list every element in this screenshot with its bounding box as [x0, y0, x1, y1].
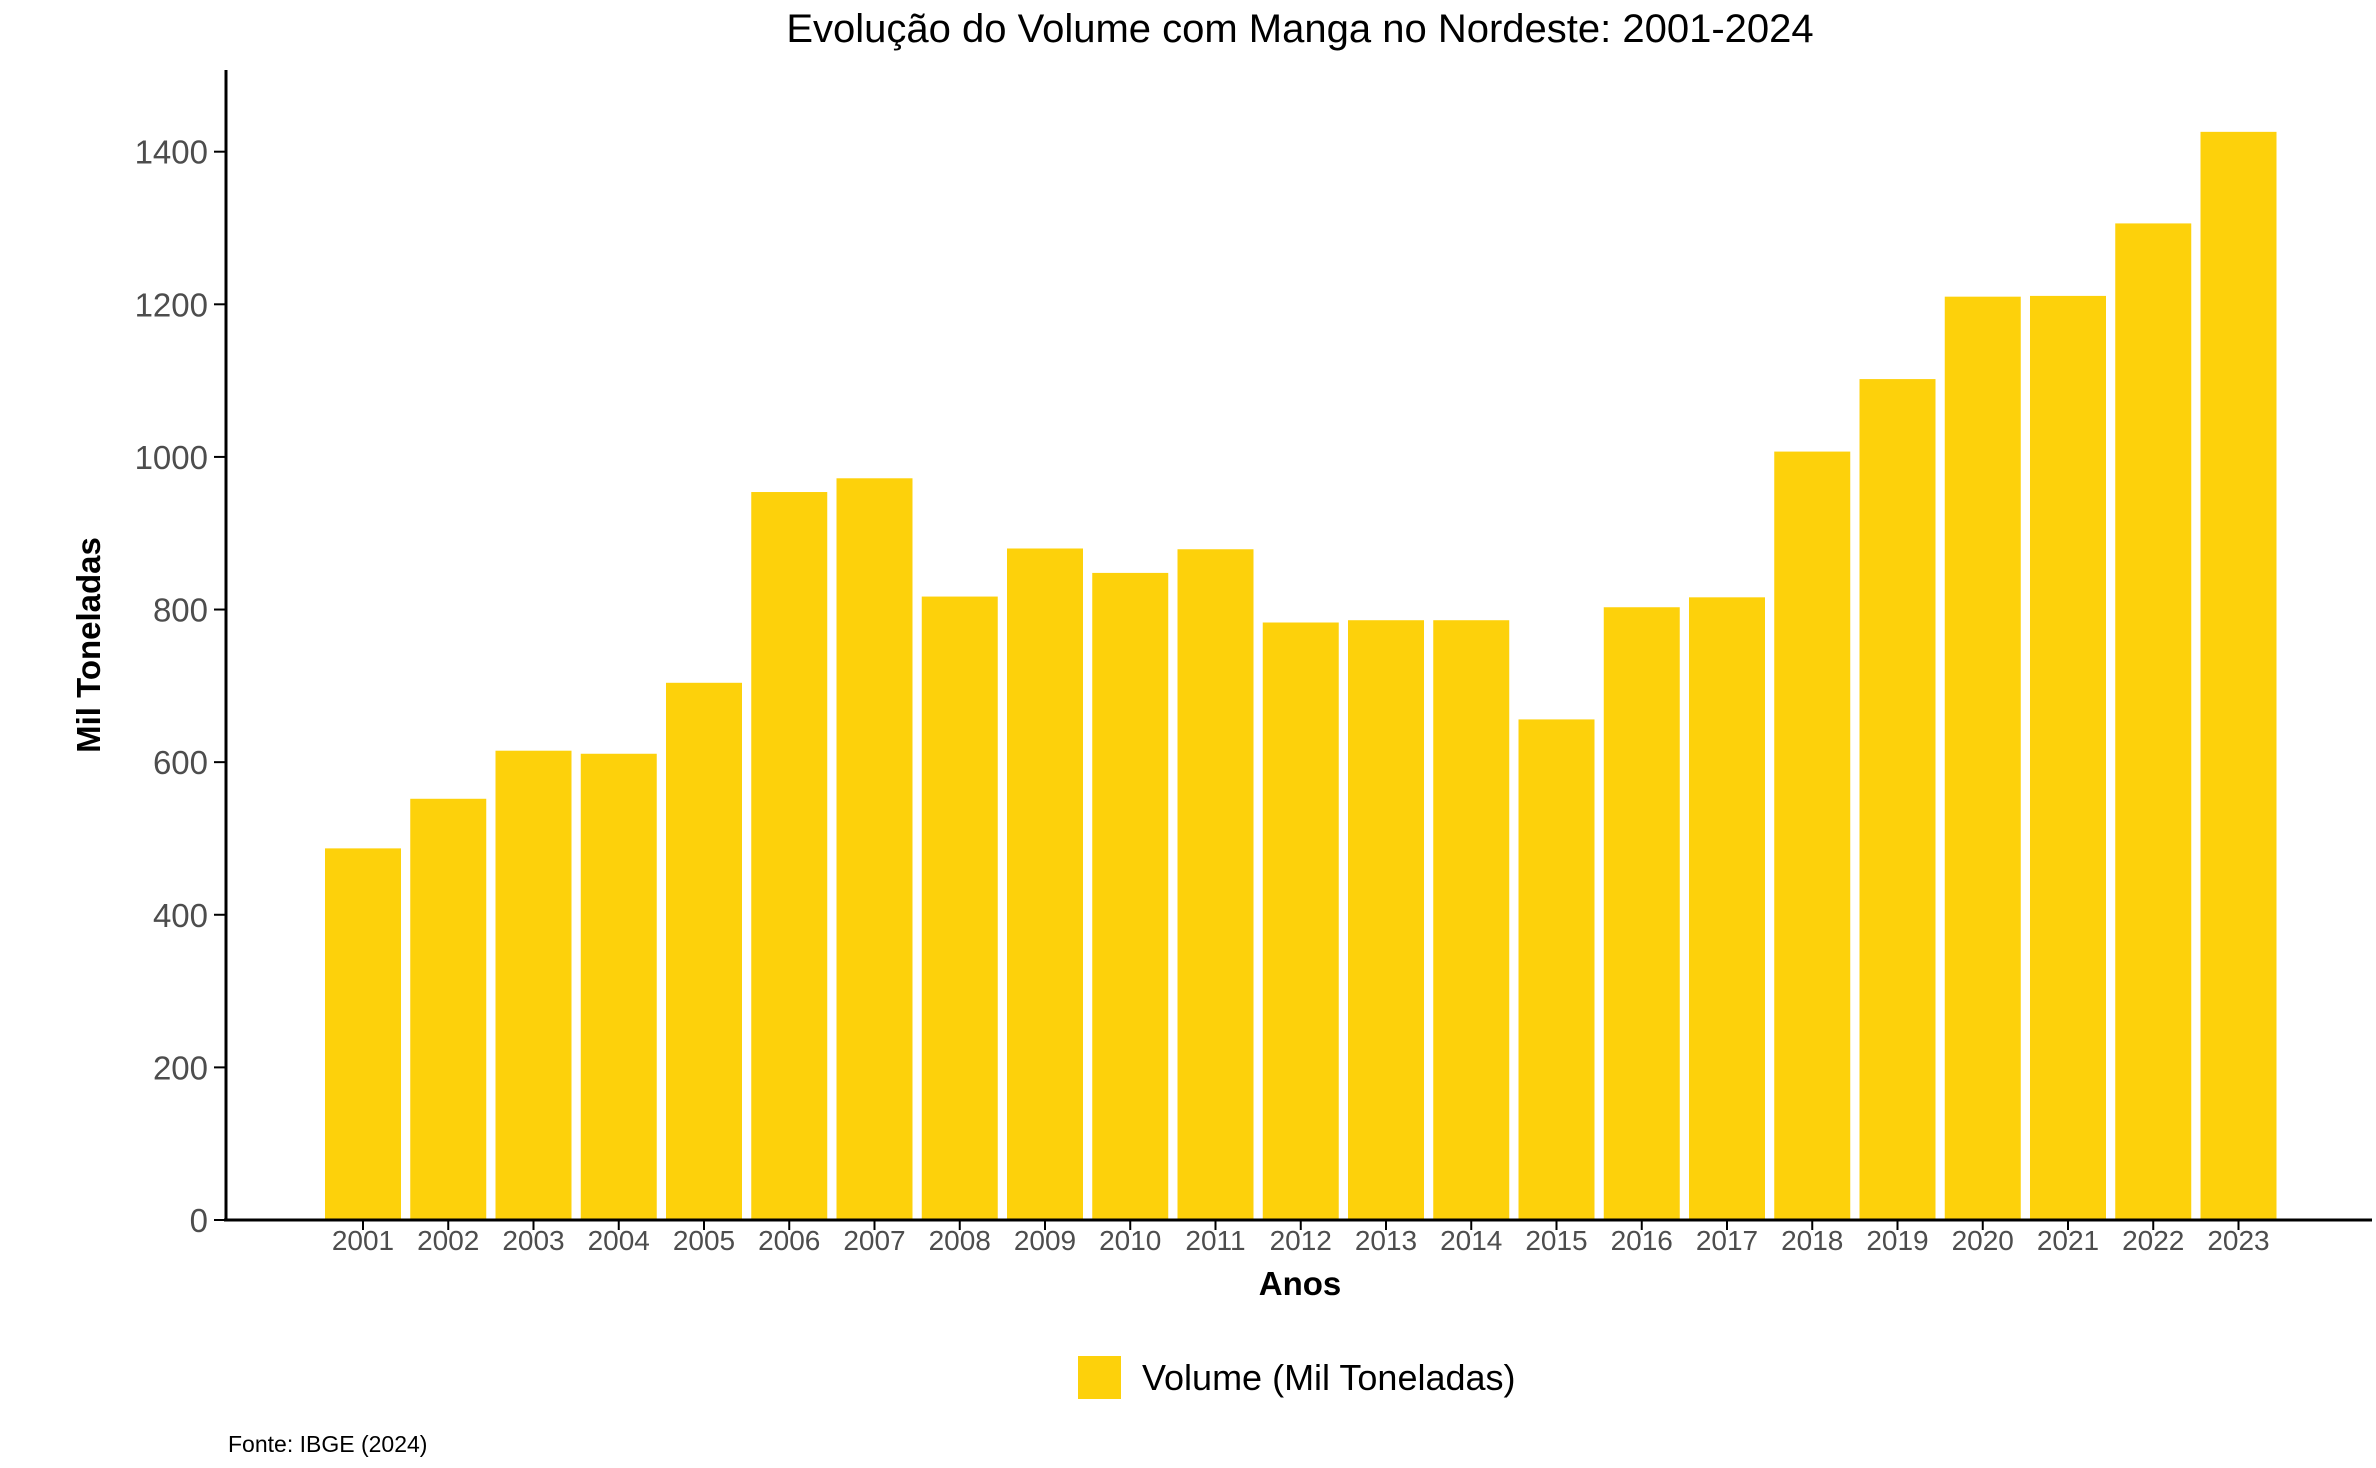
bar-2016 [1603, 607, 1680, 1220]
bar-2017 [1689, 597, 1765, 1220]
x-tick-label: 2016 [1611, 1225, 1673, 1256]
x-tick-label: 2004 [588, 1225, 650, 1256]
x-tick-label: 2007 [843, 1225, 905, 1256]
x-tick-label: 2005 [673, 1225, 735, 1256]
bar-2020 [1944, 296, 2021, 1220]
x-tick-label: 2002 [417, 1225, 479, 1256]
bar-2015 [1518, 719, 1595, 1220]
y-tick-label: 1400 [135, 134, 208, 171]
x-tick-label: 2009 [1014, 1225, 1076, 1256]
legend-label: Volume (Mil Toneladas) [1142, 1357, 1516, 1398]
y-tick-label: 800 [153, 592, 208, 629]
bar-2006 [751, 492, 828, 1220]
x-tick-label: 2017 [1696, 1225, 1758, 1256]
y-axis-title: Mil Toneladas [70, 537, 107, 753]
bar-2023 [2200, 131, 2277, 1221]
bar-2022 [2115, 223, 2192, 1220]
bar-2013 [1348, 620, 1424, 1220]
bar-2012 [1262, 622, 1339, 1220]
bar-2005 [666, 682, 742, 1220]
legend-swatch [1078, 1356, 1121, 1399]
bar-2018 [1774, 451, 1851, 1221]
x-tick-label: 2022 [2122, 1225, 2184, 1256]
bar-2014 [1433, 620, 1510, 1220]
bar-2008 [921, 596, 998, 1220]
x-tick-label: 2008 [929, 1225, 991, 1256]
bar-2010 [1092, 572, 1169, 1220]
chart-title: Evolução do Volume com Manga no Nordeste… [786, 7, 1813, 51]
bar-2001 [325, 848, 401, 1220]
bars [325, 131, 2277, 1221]
y-tick-label: 0 [190, 1202, 208, 1239]
bar-2003 [495, 750, 572, 1220]
bar-2002 [410, 798, 487, 1220]
bar-2021 [2030, 295, 2106, 1220]
x-tick-label: 2021 [2037, 1225, 2099, 1256]
bar-2009 [1007, 548, 1083, 1220]
source-note: Fonte: IBGE (2024) [228, 1431, 427, 1457]
x-tick-label: 2014 [1440, 1225, 1502, 1256]
y-tick-label: 1200 [135, 286, 208, 323]
x-tick-label: 2018 [1781, 1225, 1843, 1256]
x-tick-label: 2011 [1185, 1225, 1245, 1256]
y-tick-label: 600 [153, 744, 208, 781]
x-axis-ticks: 2001 2002 2003 2004 2005 2006 2007 2008 2009 2010… [332, 1220, 2270, 1256]
bar-2019 [1859, 379, 1936, 1220]
x-axis-title: Anos [1259, 1265, 1342, 1302]
x-tick-label: 2019 [1866, 1225, 1928, 1256]
x-tick-label: 2006 [758, 1225, 820, 1256]
bar-2011 [1177, 549, 1254, 1220]
y-tick-label: 400 [153, 897, 208, 934]
x-tick-label: 2015 [1525, 1225, 1587, 1256]
x-tick-label: 2012 [1270, 1225, 1332, 1256]
x-tick-label: 2003 [502, 1225, 564, 1256]
x-tick-label: 2013 [1355, 1225, 1417, 1256]
bar-2004 [580, 753, 657, 1220]
x-tick-label: 2023 [2207, 1225, 2269, 1256]
y-axis-ticks: 0 200 400 600 800 1000 1200 1400 [135, 134, 226, 1239]
y-tick-label: 1000 [135, 439, 208, 476]
bar-2007 [836, 478, 913, 1220]
x-tick-label: 2020 [1952, 1225, 2014, 1256]
y-tick-label: 200 [153, 1049, 208, 1086]
x-tick-label: 2010 [1099, 1225, 1161, 1256]
x-tick-label: 2001 [332, 1225, 394, 1256]
